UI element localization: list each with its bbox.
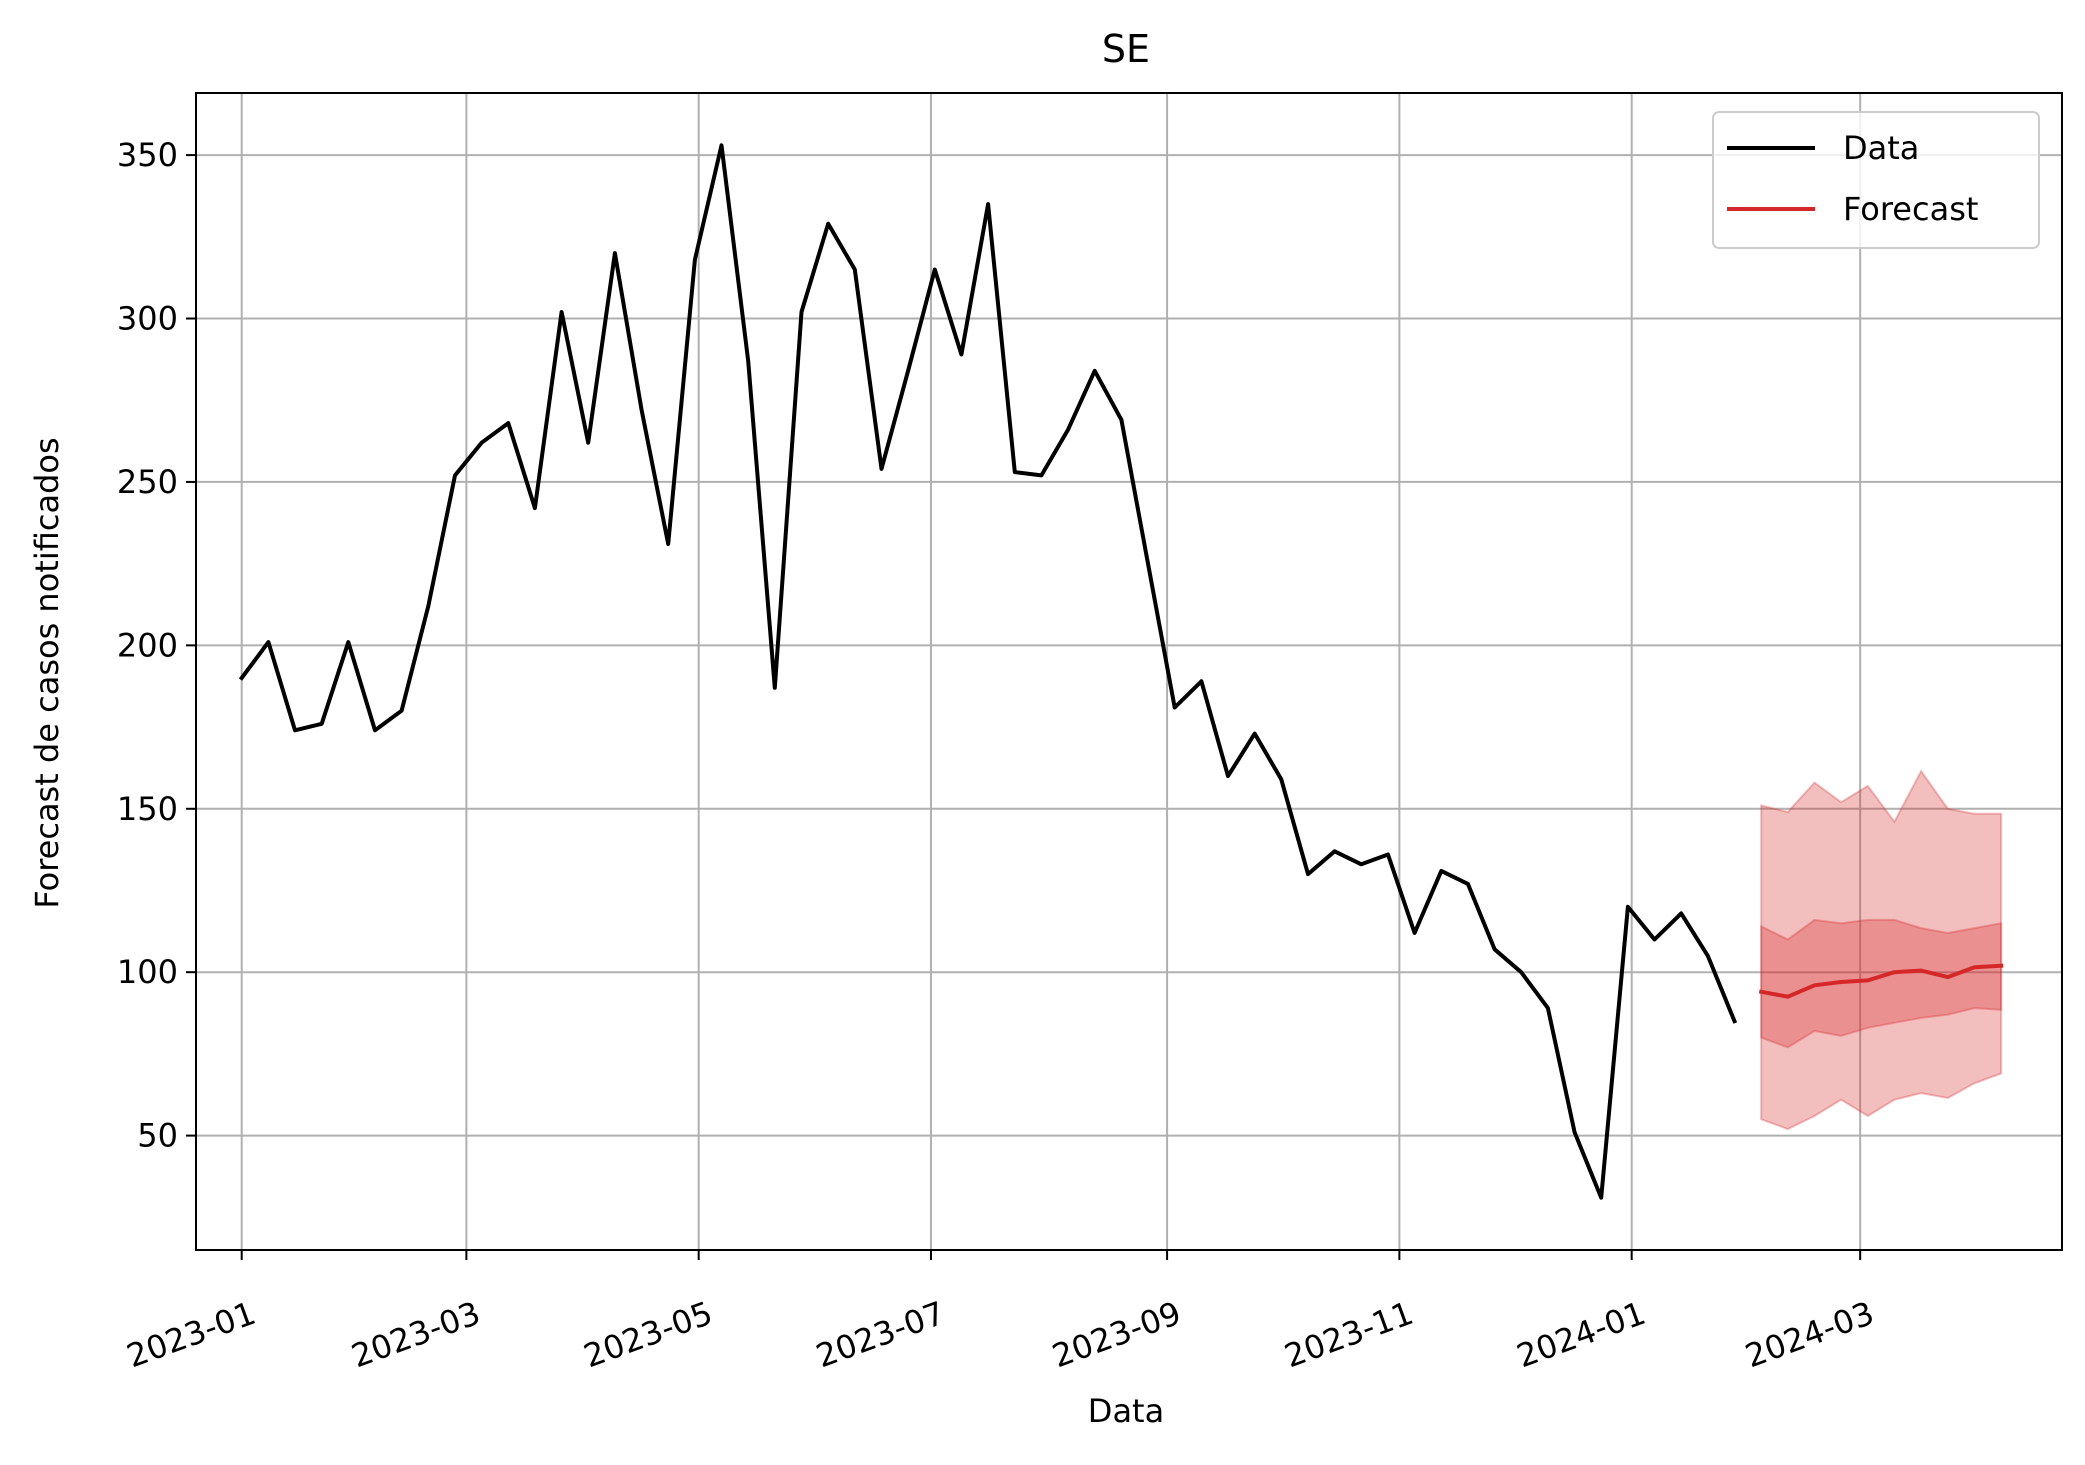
legend-label: Data xyxy=(1843,129,1919,167)
legend-label: Forecast xyxy=(1843,190,1978,228)
y-tick-label: 350 xyxy=(117,136,178,174)
axes xyxy=(186,92,2063,1260)
plot-frame xyxy=(195,92,2063,1251)
y-tick-label: 300 xyxy=(117,300,178,338)
forecast-bands xyxy=(1760,769,2003,1131)
chart-title: SE xyxy=(1102,27,1150,71)
y-axis-label: Forecast de casos notificados xyxy=(28,437,66,908)
legend: Data Forecast xyxy=(1712,111,2040,249)
forecast-band-90 xyxy=(1760,769,2003,1131)
y-tick-label: 150 xyxy=(117,790,178,828)
y-tick-label: 50 xyxy=(137,1117,178,1155)
y-tick-label: 100 xyxy=(117,953,178,991)
forecast-band-50 xyxy=(1760,918,2003,1049)
series-line-data xyxy=(238,143,1738,1200)
x-axis-label: Data xyxy=(1088,1392,1164,1430)
series-line-forecast xyxy=(1758,963,2004,999)
series-lines xyxy=(238,143,2004,1200)
grid xyxy=(196,93,2062,1250)
y-tick-label: 250 xyxy=(117,463,178,501)
y-tick-label: 200 xyxy=(117,626,178,664)
